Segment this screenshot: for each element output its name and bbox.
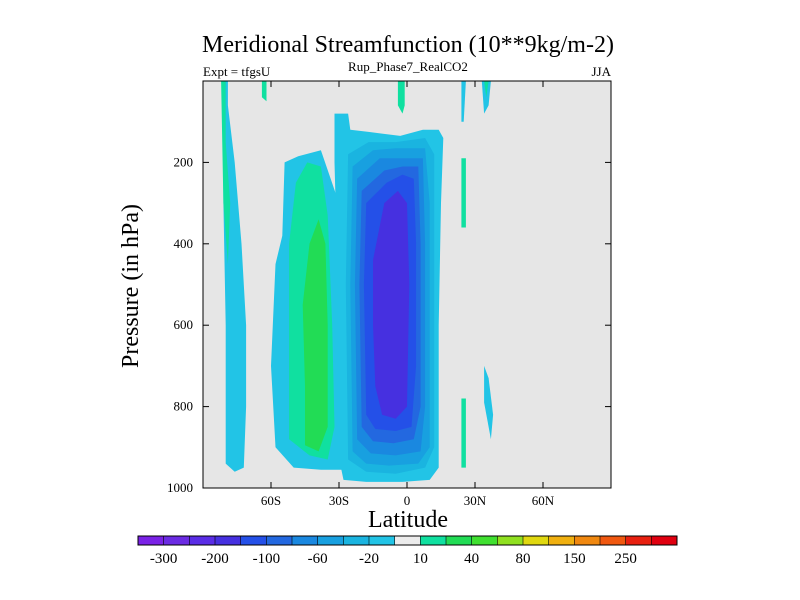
x-tick-label-2: 0 (404, 493, 411, 508)
colorbar: -300 -200 -100 -60 -20 10 40 80 150 250 (137, 535, 678, 567)
colorbar-swatch-11 (420, 536, 447, 545)
contour-region-13 (397, 81, 405, 114)
y-tick-label-1: 400 (174, 236, 194, 251)
x-tick-label-4: 60N (532, 493, 555, 508)
colorbar-swatch-7 (317, 536, 344, 545)
colorbar-swatch-19 (625, 536, 652, 545)
center-subtitle: Rup_Phase7_RealCO2 (348, 59, 468, 74)
colorbar-swatch-12 (446, 536, 472, 545)
x-tick-label-0: 60S (261, 493, 281, 508)
contour-fills (221, 81, 494, 482)
contour-region-17 (481, 81, 491, 114)
colorbar-label-1: -200 (201, 551, 229, 567)
colorbar-swatch-14 (497, 536, 524, 545)
y-tick-label-3: 800 (174, 399, 194, 414)
colorbar-swatch-20 (651, 536, 678, 545)
contour-region-5 (302, 219, 328, 452)
colorbar-swatch-6 (292, 536, 318, 545)
colorbar-label-5: 10 (413, 551, 428, 567)
colorbar-swatch-1 (163, 536, 190, 545)
colorbar-swatch-13 (471, 536, 498, 545)
y-tick-label-0: 200 (174, 154, 194, 169)
right-subtitle: JJA (591, 64, 611, 79)
left-subtitle: Expt = tfgsU (203, 64, 271, 79)
colorbar-swatch-3 (215, 536, 241, 545)
colorbar-label-6: 40 (464, 551, 479, 567)
colorbar-swatch-0 (138, 536, 164, 545)
contour-region-14 (461, 158, 466, 228)
x-axis-label: Latitude (368, 507, 448, 533)
contour-region-0 (223, 81, 247, 472)
colorbar-label-8: 150 (563, 551, 586, 567)
colorbar-label-2: -100 (253, 551, 281, 567)
axis-ticks: 60S 30S 0 30N 60N 200 400 600 800 1000 (167, 81, 611, 508)
colorbar-label-0: -300 (150, 551, 178, 567)
colorbar-frame (137, 535, 678, 546)
colorbar-swatch-4 (240, 536, 267, 545)
contour-region-18 (484, 81, 489, 98)
y-axis-label: Pressure (in hPa) (118, 204, 144, 368)
contour-region-16 (461, 81, 466, 122)
contour-region-2 (261, 81, 267, 102)
colorbar-swatch-2 (189, 536, 216, 545)
colorbar-label-4: -20 (359, 551, 379, 567)
chart-title: Meridional Streamfunction (10**9kg/m-2) (202, 32, 614, 58)
y-tick-label-2: 600 (174, 317, 194, 332)
x-tick-label-3: 30N (464, 493, 487, 508)
x-tick-label-1: 30S (329, 493, 349, 508)
colorbar-swatch-9 (369, 536, 395, 545)
y-tick-label-4: 1000 (167, 480, 193, 495)
contour-region-1 (221, 81, 231, 265)
contour-region-15 (461, 398, 466, 468)
colorbar-swatch-15 (523, 536, 549, 545)
colorbar-swatch-8 (343, 536, 370, 545)
colorbar-label-7: 80 (516, 551, 531, 567)
colorbar-swatch-16 (548, 536, 575, 545)
colorbar-label-9: 250 (614, 551, 637, 567)
colorbar-swatch-18 (600, 536, 626, 545)
colorbar-swatch-17 (574, 536, 601, 545)
contour-region-19 (484, 365, 494, 440)
colorbar-swatch-10 (394, 536, 421, 545)
colorbar-label-3: -60 (308, 551, 328, 567)
colorbar-swatch-5 (266, 536, 293, 545)
contour-region-12 (373, 190, 410, 419)
